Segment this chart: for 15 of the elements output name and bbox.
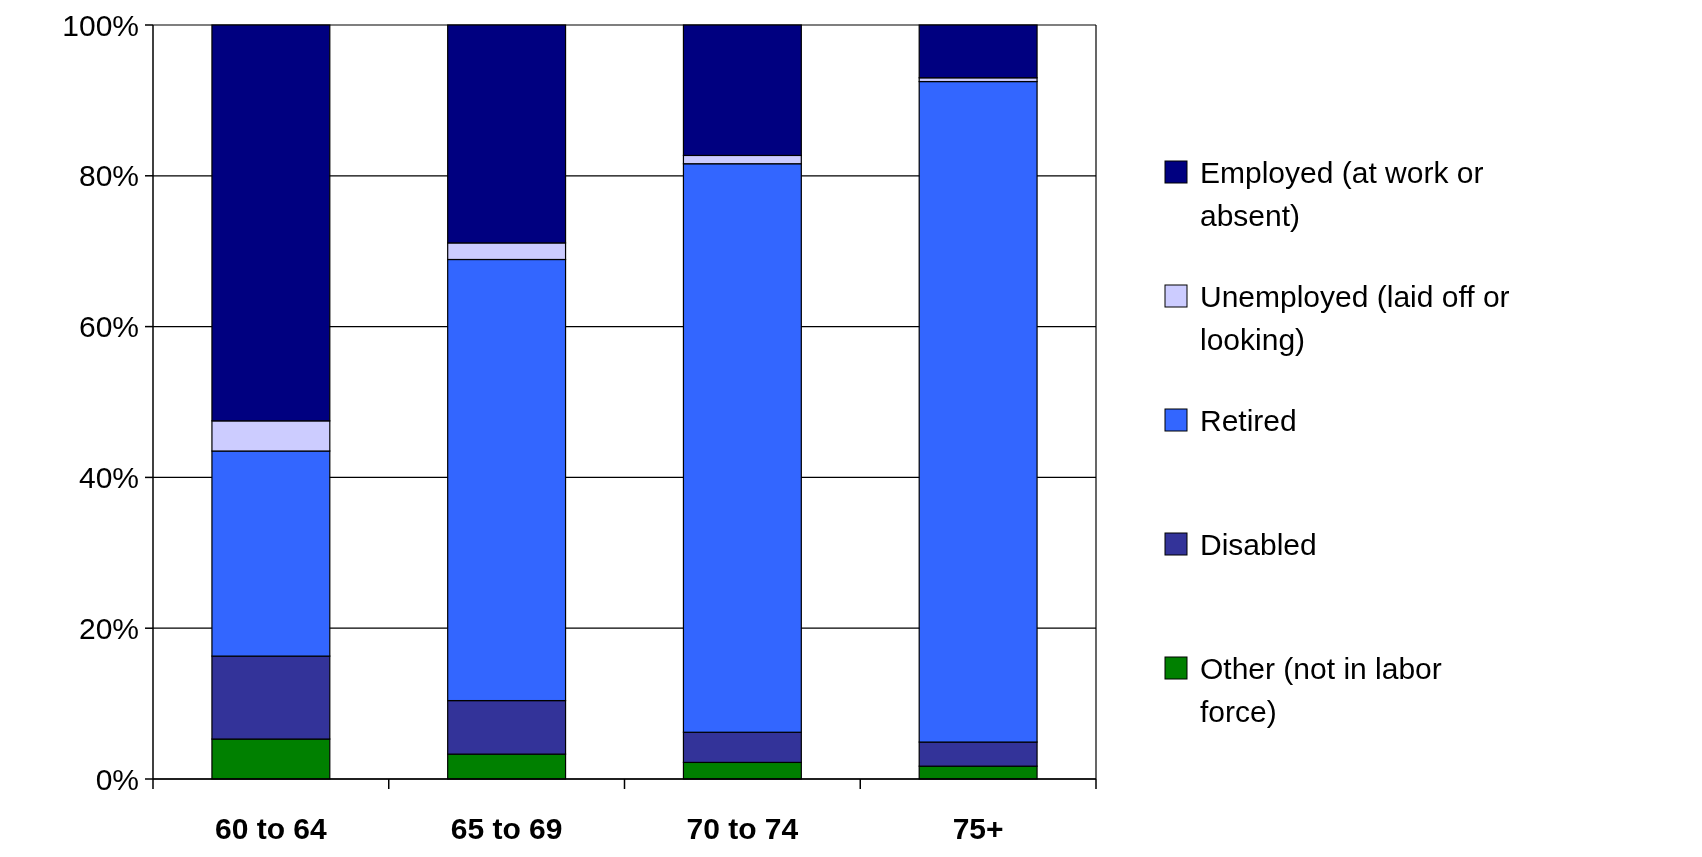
x-tick-label: 65 to 69 <box>450 812 563 845</box>
legend-label: Disabled <box>1200 527 1317 561</box>
y-tick-label: 20% <box>78 611 139 645</box>
y-tick-label: 40% <box>78 460 139 494</box>
y-tick-label: 100% <box>62 8 139 42</box>
legend-label: Unemployed (laid off or looking) <box>1200 279 1510 356</box>
y-tick-label: 80% <box>78 159 139 193</box>
legend-label: Other (not in labor force) <box>1200 651 1442 728</box>
x-tick-label: 60 to 64 <box>215 812 328 845</box>
y-tick-label: 60% <box>78 310 139 344</box>
x-tick-label: 75+ <box>952 812 1004 845</box>
legend-label: Retired <box>1200 403 1297 437</box>
y-tick-label: 0% <box>95 762 139 796</box>
legend-label: Employed (at work or absent) <box>1200 155 1484 232</box>
x-tick-label: 70 to 74 <box>686 812 799 845</box>
